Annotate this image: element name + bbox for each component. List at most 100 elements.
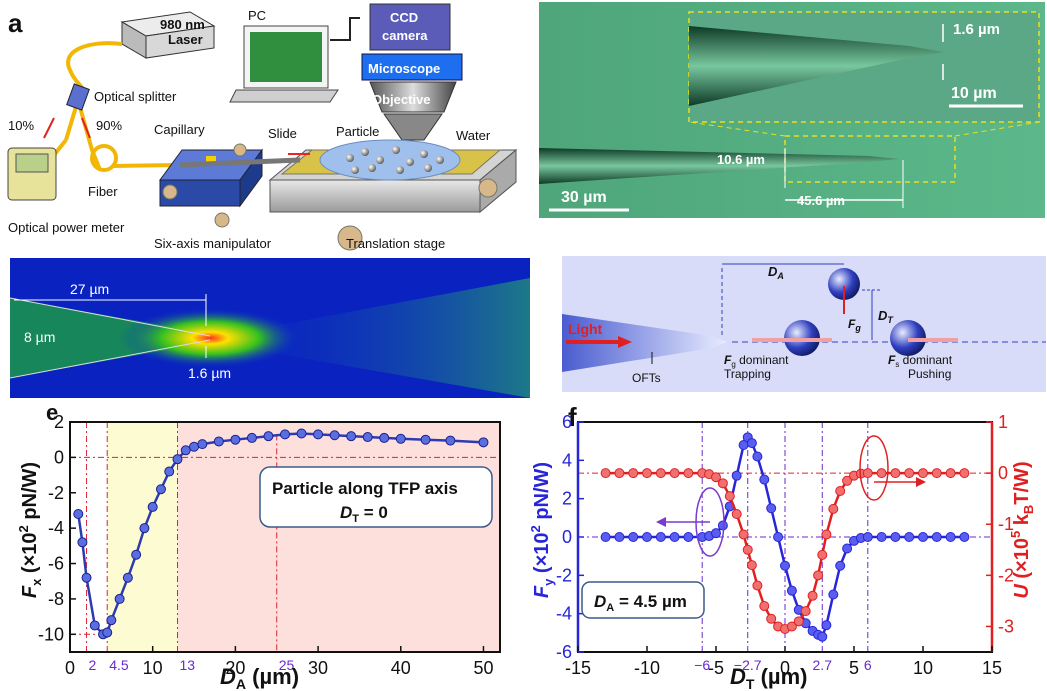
data-point — [246, 432, 257, 443]
panel-a-schematic: 980 nm Laser Optical splitter 10% 90% Op… — [7, 3, 518, 251]
data-point-right — [835, 486, 846, 496]
x-tick-label: 30 — [308, 658, 328, 678]
manipulator-label: Six-axis manipulator — [154, 236, 272, 251]
data-point — [197, 439, 208, 450]
data-point-left — [904, 532, 915, 542]
data-point — [478, 437, 489, 448]
tip-width-label: 1.6 µm — [953, 21, 1000, 38]
data-point — [230, 434, 241, 445]
dt-label: DT — [878, 308, 894, 325]
data-point-right — [959, 468, 970, 479]
x-tick-label: -10 — [634, 658, 660, 678]
data-point-right — [842, 475, 853, 486]
data-point-left — [862, 532, 873, 542]
data-point — [379, 432, 390, 443]
x-tick-label: 15 — [982, 658, 1002, 678]
power-meter-label: Optical power meter — [8, 220, 125, 235]
da-label: DA — [768, 264, 784, 281]
y-axis-label: Fx (×102 pN/W) — [16, 462, 44, 598]
data-point-right — [628, 468, 639, 479]
data-point — [395, 433, 406, 444]
fiber-label: Fiber — [88, 184, 118, 199]
x-tick-label: -15 — [565, 658, 591, 678]
data-point — [329, 430, 340, 441]
pct10-label: 10% — [8, 118, 34, 133]
y-left-tick-label: 6 — [562, 412, 572, 432]
y-left-tick-label: -2 — [556, 565, 572, 585]
panel-c-field-map: 27 µm 8 µm 1.6 µm — [10, 258, 530, 398]
data-point — [106, 615, 117, 626]
fiber-image — [539, 148, 899, 184]
data-point-right — [918, 468, 928, 479]
data-point-right — [738, 529, 749, 540]
data-point-left — [600, 532, 611, 542]
annotation-text: DA = 4.5 µm — [594, 592, 687, 614]
microscope-body — [361, 53, 463, 81]
data-point — [346, 431, 357, 442]
stage-label: Translation stage — [346, 236, 445, 251]
data-point-left — [918, 532, 928, 542]
data-point-right — [876, 468, 887, 479]
y-tick-label: -4 — [48, 518, 64, 538]
oft-fiber — [562, 314, 727, 372]
data-point-left — [945, 532, 956, 542]
y-right-tick-label: 1 — [998, 412, 1008, 432]
length-label: 27 µm — [70, 281, 109, 297]
width-label: 8 µm — [24, 329, 55, 345]
data-point-right — [817, 549, 828, 560]
light-label: Light — [568, 321, 603, 337]
panel-d-forces: Light OFTs DA Fg DT Fg dominant Trapping… — [562, 256, 1046, 392]
data-point — [362, 432, 373, 443]
data-point-right — [683, 468, 694, 479]
laser-box — [120, 11, 216, 59]
data-point-right — [669, 468, 680, 479]
data-point-right — [655, 468, 666, 479]
data-point-left — [628, 532, 639, 542]
capillary-label: Capillary — [154, 122, 205, 137]
data-point — [139, 523, 150, 534]
trapping-label: Trapping — [724, 367, 771, 381]
data-point-left — [759, 474, 770, 485]
annotation-line-1: Particle along TFP axis — [272, 479, 458, 498]
data-point-left — [780, 560, 790, 571]
data-point — [420, 434, 431, 445]
y-right-tick-label: -3 — [998, 616, 1014, 636]
data-point-right — [642, 468, 652, 479]
y-tick-label: -2 — [48, 483, 64, 503]
data-point — [122, 572, 133, 583]
data-point-left — [766, 503, 777, 514]
marked-x-label: 6 — [864, 657, 872, 673]
data-point-right — [614, 468, 625, 479]
objective-label: Objective — [372, 92, 431, 107]
marked-x-label: 13 — [180, 657, 196, 673]
data-point-right — [945, 468, 956, 479]
fg-label: Fg — [848, 317, 861, 333]
ofts-label: OFTs — [632, 371, 661, 385]
data-point — [164, 466, 175, 477]
fg-dominant-label: Fg dominant — [724, 353, 789, 369]
marked-x-label: 25 — [279, 657, 295, 673]
data-point — [445, 435, 456, 446]
pushing-label: Pushing — [908, 367, 951, 381]
data-point-right — [717, 478, 728, 489]
data-point-left — [931, 532, 942, 542]
x-tick-label: 50 — [473, 658, 493, 678]
y-tick-label: -10 — [38, 624, 64, 644]
water-label: Water — [456, 128, 491, 143]
data-point-right — [600, 468, 611, 479]
panel-label-a: a — [8, 8, 23, 38]
data-point-right — [742, 544, 753, 555]
y-left-tick-label: -4 — [556, 604, 572, 624]
data-point-left — [835, 560, 846, 571]
data-point-right — [724, 491, 735, 502]
y-right-tick-label: -1 — [998, 514, 1014, 534]
ccd-label-2: camera — [382, 28, 428, 43]
data-point-left — [842, 543, 853, 554]
shaded-region-1 — [177, 422, 500, 652]
data-point-right — [711, 472, 721, 483]
x-tick-label: 10 — [913, 658, 933, 678]
data-point — [213, 436, 224, 447]
pc-label: PC — [248, 8, 266, 23]
